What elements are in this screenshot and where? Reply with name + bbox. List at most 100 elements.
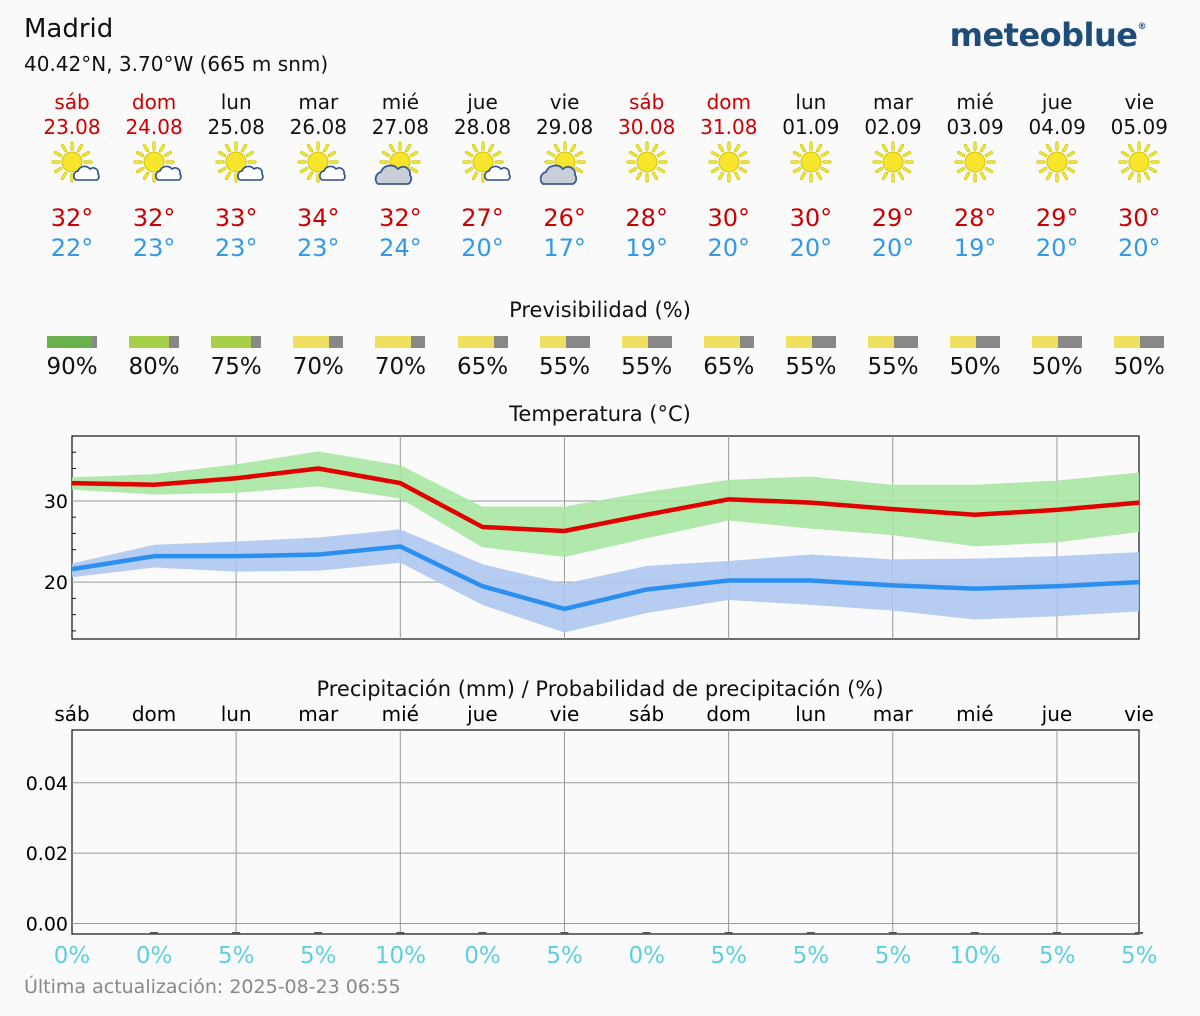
- predictability-fill: [1114, 336, 1141, 348]
- day-label: lun: [221, 702, 252, 726]
- series-1-range-band: [72, 529, 1139, 633]
- precipitation-probability: 0%: [135, 943, 173, 969]
- day-date: 03.09: [946, 115, 1004, 139]
- predictability-remainder: [1058, 336, 1083, 348]
- max-temperature: 29°: [1035, 204, 1079, 232]
- precipitation-probability: 5%: [546, 943, 583, 969]
- precipitation-probability: 5%: [1038, 943, 1076, 969]
- predictability-remainder: [811, 336, 836, 348]
- brand-logo-text: meteoblue: [949, 16, 1138, 54]
- min-temperature: 20°: [461, 234, 504, 262]
- precipitation-probability: 0%: [464, 943, 501, 969]
- max-temperature: 26°: [543, 204, 586, 232]
- day-label: vie: [1124, 702, 1154, 726]
- predictability-remainder: [1140, 336, 1165, 348]
- predictability-bar: [457, 336, 508, 348]
- day-label: sáb: [629, 702, 664, 726]
- day-date: 24.08: [125, 115, 183, 139]
- precipitation-bar: [806, 932, 815, 934]
- predictability-bar: [703, 336, 754, 348]
- precipitation-bar: [232, 932, 241, 934]
- day-date: 23.08: [43, 115, 101, 139]
- day-date: 01.09: [782, 115, 840, 139]
- day-name: jue: [467, 90, 498, 114]
- predictability-value: 65%: [703, 354, 755, 380]
- predictability-fill: [703, 336, 740, 348]
- day-name: lun: [220, 90, 252, 114]
- predictability-bar: [868, 336, 918, 348]
- day-label: lun: [795, 702, 826, 726]
- predictability-value: 50%: [1031, 354, 1083, 380]
- cloud-sun-icon: [539, 141, 586, 185]
- predictability-fill: [375, 336, 412, 348]
- predictability-fill: [950, 336, 977, 348]
- min-temperature: 19°: [953, 234, 997, 262]
- predictability-fill: [785, 336, 812, 348]
- predictability-title: Previsibilidad (%): [509, 298, 691, 322]
- coordinates: 40.42°N, 3.70°W (665 m snm): [24, 52, 329, 76]
- predictability-bar: [785, 336, 836, 348]
- sun-cloud-icon: [51, 141, 100, 183]
- y-tick-label: 0.04: [26, 773, 68, 795]
- temperature-title: Temperatura (°C): [509, 402, 691, 426]
- precipitation-bar: [724, 932, 733, 934]
- series-0-line: [71, 466, 1140, 534]
- y-tick-label: 20: [44, 572, 68, 594]
- predictability-value: 65%: [456, 354, 509, 380]
- precipitation-probability: 5%: [300, 943, 337, 969]
- predictability-fill: [47, 336, 92, 348]
- predictability-value: 55%: [621, 354, 673, 380]
- predictability-fill: [457, 336, 494, 348]
- precipitation-probability: 5%: [1121, 943, 1158, 969]
- series-1-line: [71, 544, 1140, 612]
- day-date: 02.09: [864, 115, 922, 139]
- day-label: mié: [382, 702, 419, 726]
- predictability-fill: [868, 336, 894, 348]
- predictability-remainder: [647, 336, 672, 348]
- series-0-range-band: [72, 451, 1139, 557]
- day-name: dom: [131, 90, 177, 114]
- predictability-bar: [950, 336, 1001, 348]
- max-temperature: 32°: [50, 204, 94, 232]
- precipitation-bar: [560, 932, 569, 934]
- predictability-value: 50%: [949, 354, 1001, 380]
- min-temperature: 19°: [625, 234, 668, 262]
- city-name: Madrid: [24, 14, 114, 44]
- predictability-fill: [539, 336, 566, 348]
- day-date: 26.08: [289, 115, 347, 139]
- predictability-bar: [129, 336, 180, 348]
- day-name: jue: [1041, 90, 1073, 114]
- precipitation-probability: 5%: [710, 943, 748, 969]
- plot-frame: [71, 729, 1140, 935]
- y-tick-label: 30: [44, 491, 68, 513]
- predictability-remainder: [894, 336, 918, 348]
- predictability-value: 50%: [1113, 354, 1165, 380]
- min-temperature: 24°: [379, 234, 422, 262]
- day-label: jue: [1041, 702, 1073, 726]
- predictability-remainder: [169, 336, 180, 348]
- sun-cloud-icon: [215, 141, 264, 183]
- predictability-remainder: [251, 336, 262, 348]
- max-temperature: 32°: [132, 204, 176, 232]
- sun-cloud-icon: [133, 141, 182, 183]
- precipitation-bar: [1135, 932, 1143, 934]
- min-temperature: 23°: [297, 234, 340, 262]
- max-temperature: 30°: [789, 204, 833, 232]
- brand-logo[interactable]: meteoblue®: [949, 16, 1147, 54]
- last-updated: Última actualización: 2025-08-23 06:55: [24, 976, 401, 998]
- sun-icon: [872, 141, 914, 183]
- day-name: lun: [795, 90, 827, 114]
- day-name: dom: [706, 90, 751, 114]
- predictability-value: 55%: [867, 354, 919, 380]
- predictability-remainder: [411, 336, 426, 348]
- predictability-value: 90%: [46, 354, 98, 380]
- precipitation-bar: [314, 932, 323, 934]
- sun-cloud-icon: [461, 141, 511, 183]
- day-label: dom: [706, 702, 750, 726]
- sun-icon: [954, 141, 996, 183]
- predictability-fill: [621, 336, 648, 348]
- precipitation-probability: 0%: [53, 943, 91, 969]
- y-tick-label: 0.02: [26, 843, 68, 865]
- predictability-value: 55%: [785, 354, 837, 380]
